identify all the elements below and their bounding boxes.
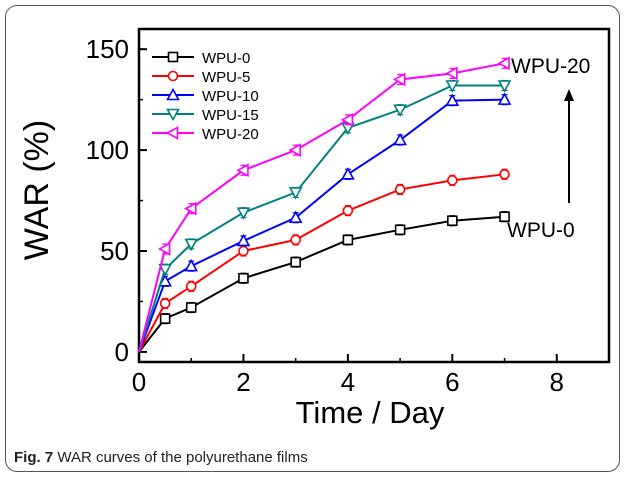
data-point xyxy=(159,298,171,309)
data-point xyxy=(445,80,460,93)
data-point xyxy=(157,242,171,256)
annotation-arrow-head xyxy=(564,89,574,101)
plot-area-frame xyxy=(137,27,611,364)
y-tick-label: 150 xyxy=(86,34,129,64)
data-point xyxy=(288,210,303,223)
caption-label: Fig. 7 xyxy=(14,449,54,466)
data-point xyxy=(159,313,171,324)
data-point xyxy=(393,132,407,146)
legend-label: WPU-5 xyxy=(202,69,250,86)
data-point xyxy=(499,169,510,180)
data-point xyxy=(342,205,354,216)
caption-text: WAR curves of the polyurethane films xyxy=(53,449,308,466)
annotation-bottom-label: WPU-0 xyxy=(507,219,575,242)
x-tick-label: 4 xyxy=(341,367,355,397)
data-point xyxy=(158,263,172,277)
legend-marker xyxy=(167,70,179,82)
x-tick-label: 2 xyxy=(236,367,250,397)
figure-caption: Fig. 7 WAR curves of the polyurethane fi… xyxy=(14,449,308,466)
data-point xyxy=(290,234,301,246)
legend-marker xyxy=(166,87,180,101)
y-tick-label: 0 xyxy=(115,337,129,367)
annotation-top-label: WPU-20 xyxy=(511,55,590,78)
data-point xyxy=(236,207,251,220)
data-point xyxy=(341,167,355,180)
legend-marker xyxy=(166,108,180,122)
legend-marker xyxy=(165,126,179,140)
data-point xyxy=(288,187,303,200)
data-point xyxy=(185,302,197,313)
legend-label: WPU-15 xyxy=(202,107,259,124)
data-point xyxy=(184,258,199,272)
legend-label: WPU-0 xyxy=(202,50,250,67)
data-point xyxy=(447,215,458,227)
data-point xyxy=(185,281,197,292)
data-point xyxy=(497,56,510,71)
data-point xyxy=(497,80,512,93)
x-axis-label: Time / Day xyxy=(296,395,445,430)
y-tick-label: 50 xyxy=(100,236,129,266)
figure-frame xyxy=(5,5,620,472)
data-point xyxy=(392,72,406,87)
data-point xyxy=(394,184,406,195)
x-tick-label: 6 xyxy=(445,367,459,397)
data-point xyxy=(236,233,251,247)
data-point xyxy=(342,234,354,246)
data-point xyxy=(445,66,458,81)
legend-label: WPU-20 xyxy=(202,126,259,143)
data-point xyxy=(238,272,249,284)
series-line-wpu-5 xyxy=(138,173,505,353)
y-axis-label: WAR (%) xyxy=(18,120,56,260)
data-point xyxy=(340,112,354,127)
legend-label: WPU-10 xyxy=(202,88,259,105)
data-point xyxy=(499,211,510,222)
data-point xyxy=(288,143,301,157)
data-point xyxy=(238,245,249,257)
data-point xyxy=(393,104,407,117)
data-point xyxy=(290,256,301,268)
data-point xyxy=(394,224,406,236)
data-point xyxy=(497,92,512,105)
data-point xyxy=(236,163,249,178)
data-point xyxy=(184,238,199,252)
y-tick-label: 100 xyxy=(86,135,129,165)
x-tick-label: 0 xyxy=(132,367,146,397)
data-point xyxy=(447,175,458,186)
x-tick-label: 8 xyxy=(550,367,564,397)
legend-marker xyxy=(167,51,179,63)
data-point xyxy=(184,201,197,216)
data-point xyxy=(445,93,460,106)
